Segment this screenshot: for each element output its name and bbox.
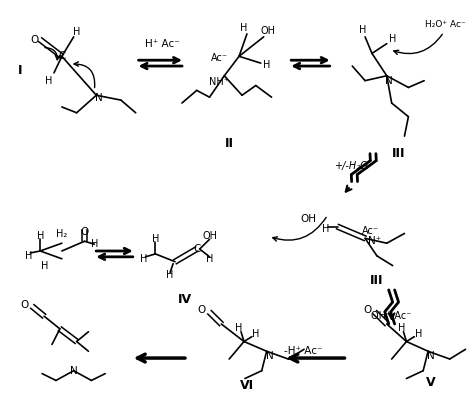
Text: II: II <box>225 137 234 150</box>
FancyArrowPatch shape <box>45 47 60 60</box>
Text: H: H <box>206 254 213 264</box>
Text: H: H <box>398 323 405 333</box>
Text: H: H <box>41 261 49 271</box>
Text: N: N <box>427 351 435 361</box>
Text: Ac⁻: Ac⁻ <box>362 226 379 235</box>
FancyArrowPatch shape <box>273 217 326 241</box>
Text: H: H <box>263 60 270 70</box>
Text: O: O <box>20 299 28 310</box>
FancyArrowPatch shape <box>394 34 442 55</box>
Text: O: O <box>363 305 371 315</box>
Text: V: V <box>426 376 436 389</box>
Text: Ac⁻: Ac⁻ <box>211 53 228 63</box>
Text: H: H <box>73 27 80 37</box>
Text: H: H <box>236 323 243 333</box>
Text: N: N <box>70 366 78 376</box>
Text: H: H <box>140 254 147 264</box>
Text: C: C <box>193 244 201 254</box>
Text: O: O <box>30 35 38 45</box>
Text: -H⁺ Ac⁻: -H⁺ Ac⁻ <box>284 346 322 356</box>
Text: H₂O⁺ Ac⁻: H₂O⁺ Ac⁻ <box>426 20 466 29</box>
Text: H: H <box>46 76 53 86</box>
Text: O: O <box>81 226 89 237</box>
Text: H: H <box>166 270 174 280</box>
Text: N⁺: N⁺ <box>368 236 382 246</box>
Text: H: H <box>25 251 32 261</box>
Text: III: III <box>392 147 405 160</box>
Text: H: H <box>91 239 98 249</box>
Text: H: H <box>389 34 396 44</box>
Text: IV: IV <box>178 293 192 306</box>
Text: H: H <box>36 231 44 241</box>
Text: N: N <box>95 93 103 103</box>
Text: O: O <box>198 305 206 315</box>
Text: H: H <box>240 23 248 33</box>
Text: H: H <box>415 329 422 339</box>
Text: H: H <box>152 234 159 245</box>
Text: OH: OH <box>300 214 316 224</box>
Text: H₂: H₂ <box>56 229 67 239</box>
Text: OH: OH <box>202 231 217 241</box>
Text: OH⁺ Ac⁻: OH⁺ Ac⁻ <box>372 311 412 321</box>
Text: H: H <box>252 329 259 339</box>
Text: H⁺ Ac⁻: H⁺ Ac⁻ <box>145 39 180 49</box>
Text: OH: OH <box>260 26 275 36</box>
Text: N: N <box>385 76 392 86</box>
Text: III: III <box>370 274 383 287</box>
Text: N: N <box>266 351 273 361</box>
Text: +/-H₂O: +/-H₂O <box>336 161 369 171</box>
FancyArrowPatch shape <box>74 62 95 88</box>
Text: H: H <box>322 224 329 233</box>
Text: I: I <box>18 64 23 77</box>
Text: H: H <box>359 25 367 35</box>
Text: NH⁺: NH⁺ <box>210 77 229 87</box>
Text: C: C <box>58 51 65 61</box>
Text: VI: VI <box>240 379 254 392</box>
